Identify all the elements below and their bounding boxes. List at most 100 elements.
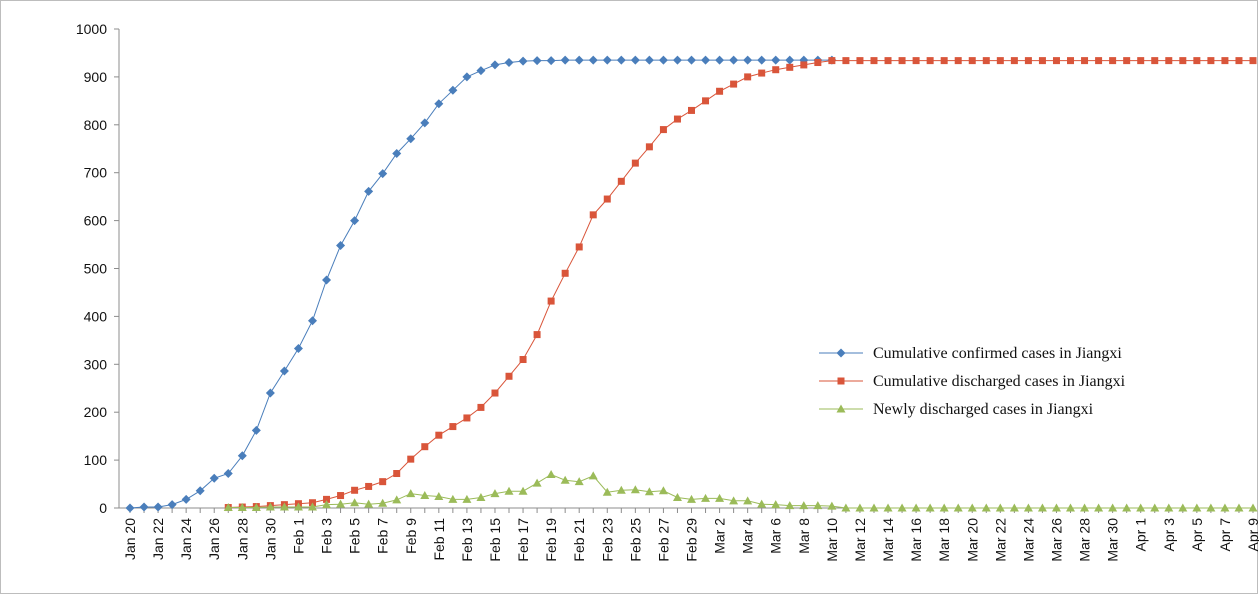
x-tick-label: Mar 12: [852, 518, 868, 562]
data-point-newly-discharged: [630, 485, 640, 494]
data-point-discharged: [688, 106, 695, 114]
data-point-newly-discharged: [420, 491, 430, 500]
y-tick-label: 700: [84, 165, 108, 181]
data-point-newly-discharged: [1037, 503, 1047, 512]
data-point-newly-discharged: [771, 500, 781, 509]
x-tick-label: Feb 1: [290, 518, 306, 554]
data-point-discharged: [1010, 57, 1018, 65]
y-tick-labels: 0 100 200 300 400 500 600 700 800 900 1000: [76, 21, 107, 516]
data-point-discharged: [449, 423, 457, 431]
data-point-newly-discharged: [448, 494, 458, 503]
data-point-newly-discharged: [1136, 503, 1146, 512]
data-point-discharged: [1067, 57, 1075, 65]
x-tick-label: Feb 13: [459, 518, 475, 562]
data-point-newly-discharged: [1094, 503, 1104, 512]
data-point-discharged: [1095, 57, 1103, 65]
data-point-discharged: [1235, 57, 1243, 65]
data-point-discharged: [926, 57, 934, 65]
x-tick-label: Apr 9: [1245, 518, 1259, 552]
data-point-newly-discharged: [841, 503, 851, 512]
data-point-discharged: [337, 492, 345, 500]
data-point-confirmed: [265, 388, 275, 398]
y-tick-label: 1000: [76, 21, 107, 37]
data-point-discharged: [842, 57, 850, 65]
legend-marker-confirmed: [836, 348, 846, 358]
data-point-newly-discharged: [223, 503, 233, 512]
data-point-discharged: [505, 372, 513, 380]
x-tick-label: Jan 24: [178, 518, 194, 560]
data-point-discharged: [1052, 57, 1060, 65]
data-point-discharged: [954, 57, 962, 65]
data-point-newly-discharged: [925, 503, 935, 512]
data-point-newly-discharged: [701, 493, 711, 502]
series-discharged: [224, 57, 1257, 512]
data-point-confirmed: [448, 85, 458, 95]
data-point-confirmed: [532, 56, 542, 66]
data-point-newly-discharged: [1108, 503, 1118, 512]
data-point-discharged: [519, 356, 527, 364]
x-tick-label: Mar 2: [712, 518, 728, 554]
x-tick-label: Mar 20: [964, 518, 980, 562]
data-point-confirmed: [420, 118, 430, 128]
x-tick-label: Mar 4: [740, 518, 756, 554]
data-point-discharged: [1137, 57, 1145, 65]
x-tick-label: Feb 11: [431, 518, 447, 561]
legend-item-discharged: Cumulative discharged cases in Jiangxi: [819, 373, 1126, 390]
data-point-discharged: [617, 177, 625, 185]
data-point-newly-discharged: [532, 478, 542, 487]
data-point-confirmed: [181, 494, 191, 504]
data-point-newly-discharged: [1164, 503, 1174, 512]
data-point-newly-discharged: [1023, 503, 1033, 512]
data-point-discharged: [673, 115, 681, 123]
data-point-newly-discharged: [687, 494, 696, 503]
data-point-newly-discharged: [476, 492, 486, 501]
data-point-newly-discharged: [602, 487, 612, 496]
data-point-confirmed: [588, 55, 598, 65]
data-point-confirmed: [378, 169, 388, 179]
data-point-confirmed: [743, 55, 753, 65]
data-point-newly-discharged: [336, 499, 346, 508]
data-point-discharged: [379, 478, 387, 486]
data-point-confirmed: [153, 502, 163, 512]
data-point-confirmed: [392, 149, 402, 159]
data-point-discharged: [533, 331, 541, 339]
data-point-discharged: [435, 431, 443, 439]
data-point-confirmed: [476, 66, 486, 76]
data-point-confirmed: [574, 55, 584, 65]
data-point-discharged: [1207, 57, 1215, 65]
data-point-newly-discharged: [518, 486, 528, 495]
data-point-discharged: [828, 57, 836, 65]
legend: Cumulative confirmed cases in Jiangxi Cum…: [819, 345, 1126, 418]
data-point-discharged: [940, 57, 948, 65]
data-point-discharged: [870, 57, 878, 65]
data-point-discharged: [702, 97, 710, 105]
data-point-discharged: [898, 57, 906, 65]
data-point-newly-discharged: [1248, 503, 1258, 512]
x-tick-label: Feb 17: [515, 518, 531, 562]
data-point-confirmed: [630, 55, 640, 65]
data-point-discharged: [1109, 57, 1117, 65]
data-point-discharged: [603, 195, 611, 203]
y-tick-label: 0: [99, 500, 107, 516]
data-point-discharged: [758, 69, 766, 77]
data-point-newly-discharged: [293, 502, 303, 511]
data-point-newly-discharged: [251, 503, 261, 512]
data-point-discharged: [1024, 57, 1032, 65]
data-point-discharged: [561, 269, 569, 277]
x-tick-label: Mar 24: [1020, 518, 1036, 562]
data-point-discharged: [407, 455, 415, 463]
x-tick-label: Apr 3: [1161, 518, 1177, 552]
data-point-confirmed: [195, 486, 205, 496]
data-point-discharged: [786, 63, 794, 71]
data-point-newly-discharged: [546, 469, 556, 478]
x-tick-label: Feb 27: [655, 518, 671, 562]
data-point-newly-discharged: [1066, 503, 1076, 512]
data-point-newly-discharged: [504, 486, 514, 495]
data-point-discharged: [589, 211, 597, 219]
data-point-confirmed: [490, 60, 500, 70]
x-tick-label: Jan 26: [206, 518, 222, 560]
data-point-confirmed: [616, 55, 626, 65]
data-point-discharged: [351, 486, 359, 494]
x-tick-label: Apr 1: [1133, 518, 1149, 552]
